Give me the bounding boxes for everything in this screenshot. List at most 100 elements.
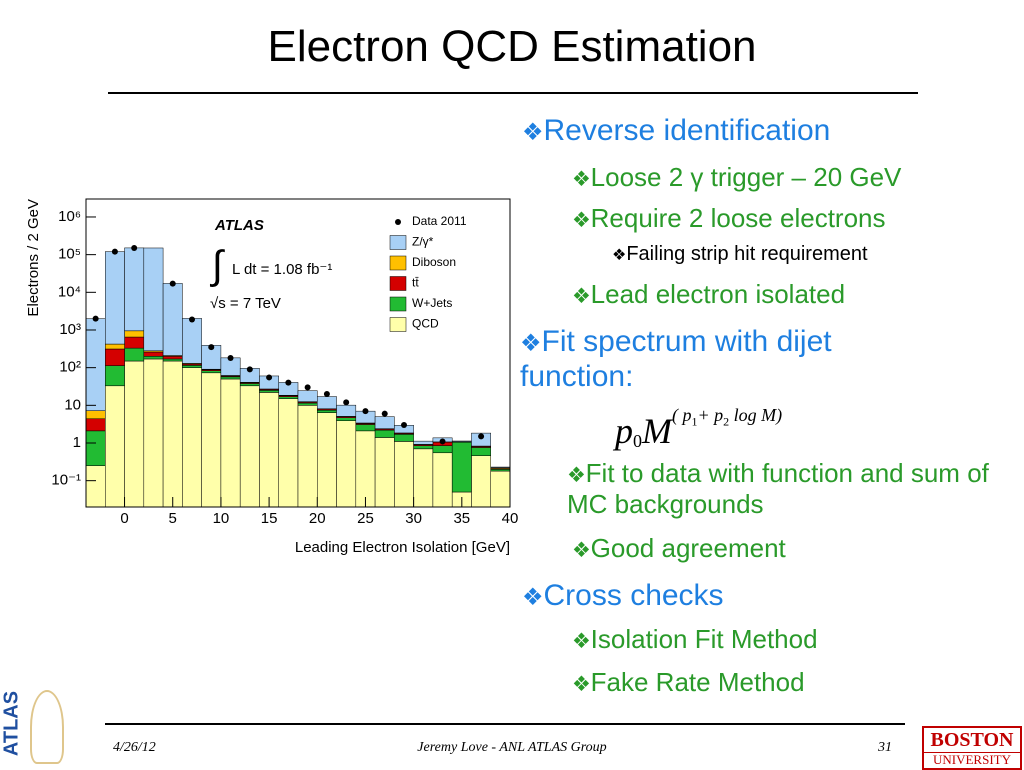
histogram-bar [298, 405, 317, 507]
data-point [401, 422, 407, 428]
bullet: Lead electron isolated [572, 279, 1010, 310]
y-tick-label: 10⁶ [58, 208, 81, 225]
data-point [131, 245, 137, 251]
atlas-figure [30, 690, 64, 764]
histogram-bar [317, 410, 336, 412]
histogram-bar [105, 386, 124, 507]
data-point [362, 408, 368, 414]
histogram-bar [86, 466, 105, 507]
legend-label: Z/γ* [412, 235, 434, 249]
legend-label: W+Jets [412, 296, 452, 310]
histogram-bar [414, 446, 433, 449]
histogram-bar [105, 366, 124, 386]
legend-label: Diboson [412, 255, 456, 269]
data-point [189, 316, 195, 322]
histogram-bar [356, 424, 375, 430]
bullet: Reverse identification [522, 113, 1010, 148]
x-tick-label: 25 [357, 510, 374, 527]
bullet: Fit spectrum with dijet function: [520, 324, 915, 395]
histogram-bar [337, 418, 356, 421]
histogram-bar [86, 431, 105, 466]
formula-exponent: ( p1+ p2 log M) [672, 405, 782, 425]
histogram-bar [202, 373, 221, 507]
x-tick-label: 15 [261, 510, 278, 527]
formula-part: p [615, 411, 633, 451]
histogram-bar [279, 399, 298, 507]
data-point [285, 380, 291, 386]
histogram-bar [491, 467, 510, 468]
y-tick-label: 10² [59, 359, 81, 376]
annotation: ATLAS [214, 217, 264, 234]
histogram-bar [202, 371, 221, 373]
bu-logo: BOSTON UNIVERSITY [922, 726, 1022, 770]
bullet: Fit to data with function and sum of MC … [567, 458, 1010, 519]
data-point [247, 366, 253, 372]
x-axis-label: Leading Electron Isolation [GeV] [295, 539, 510, 556]
histogram-bar [240, 383, 259, 385]
histogram-bar [356, 431, 375, 507]
histogram-bar [182, 368, 201, 507]
histogram-bar [144, 356, 163, 359]
histogram-bar [182, 365, 201, 367]
data-point [440, 438, 446, 444]
data-point [208, 344, 214, 350]
histogram-bar [86, 411, 105, 419]
x-tick-label: 35 [453, 510, 470, 527]
histogram-bar [86, 419, 105, 431]
histogram-bar [221, 379, 240, 507]
histogram-bar [414, 441, 433, 444]
bullet: Failing strip hit requirement [612, 243, 1010, 267]
data-point [382, 411, 388, 417]
histogram-bar [279, 397, 298, 399]
histogram-bar [452, 441, 471, 442]
histogram-bar [259, 390, 278, 392]
histogram-bar [414, 449, 433, 507]
histogram-bar [491, 471, 510, 507]
formula-part: + p [698, 405, 724, 425]
histogram-bar [433, 453, 452, 507]
legend-label: QCD [412, 317, 439, 331]
histogram-bar [452, 442, 471, 492]
histogram-bar [182, 318, 201, 363]
histogram-bar [317, 397, 336, 409]
histogram-bar [433, 446, 452, 453]
data-point [170, 281, 176, 287]
bullet: Require 2 loose electrons [572, 203, 1010, 234]
formula: p0M( p1+ p2 log M) [615, 410, 782, 452]
bullet: Loose 2 γ trigger – 20 GeV [572, 162, 1010, 193]
y-tick-label: 1 [73, 434, 81, 451]
formula-part: M [642, 411, 672, 451]
histogram-bar [337, 405, 356, 416]
histogram-bar [163, 356, 182, 359]
data-point [478, 433, 484, 439]
legend-label: tt̄ [412, 276, 419, 290]
histogram-bar [240, 386, 259, 507]
bu-logo-line: UNIVERSITY [924, 752, 1020, 766]
annotation: √s = 7 TeV [210, 295, 281, 312]
footer-author: Jeremy Love - ANL ATLAS Group [312, 740, 712, 756]
formula-part: 0 [633, 431, 642, 451]
legend-swatch [390, 236, 406, 250]
data-point [93, 316, 99, 322]
histogram-bar [375, 437, 394, 507]
histogram-bar [163, 359, 182, 361]
bullet: Good agreement [572, 533, 1010, 564]
histogram-bar [125, 348, 144, 361]
y-tick-label: 10⁻¹ [51, 472, 81, 489]
histogram-bar [337, 421, 356, 507]
histogram-bar [163, 283, 182, 355]
x-tick-label: 0 [120, 510, 128, 527]
bu-logo-line: BOSTON [924, 730, 1020, 750]
histogram-bar [471, 447, 490, 455]
histogram-bar [105, 344, 124, 349]
x-tick-label: 40 [502, 510, 519, 527]
histogram-bar [144, 359, 163, 507]
x-tick-label: 30 [405, 510, 422, 527]
y-tick-label: 10³ [59, 321, 81, 338]
histogram-bar [394, 434, 413, 441]
legend-swatch [390, 297, 406, 311]
x-tick-label: 20 [309, 510, 326, 527]
data-point [228, 355, 234, 361]
histogram-bar [394, 441, 413, 507]
